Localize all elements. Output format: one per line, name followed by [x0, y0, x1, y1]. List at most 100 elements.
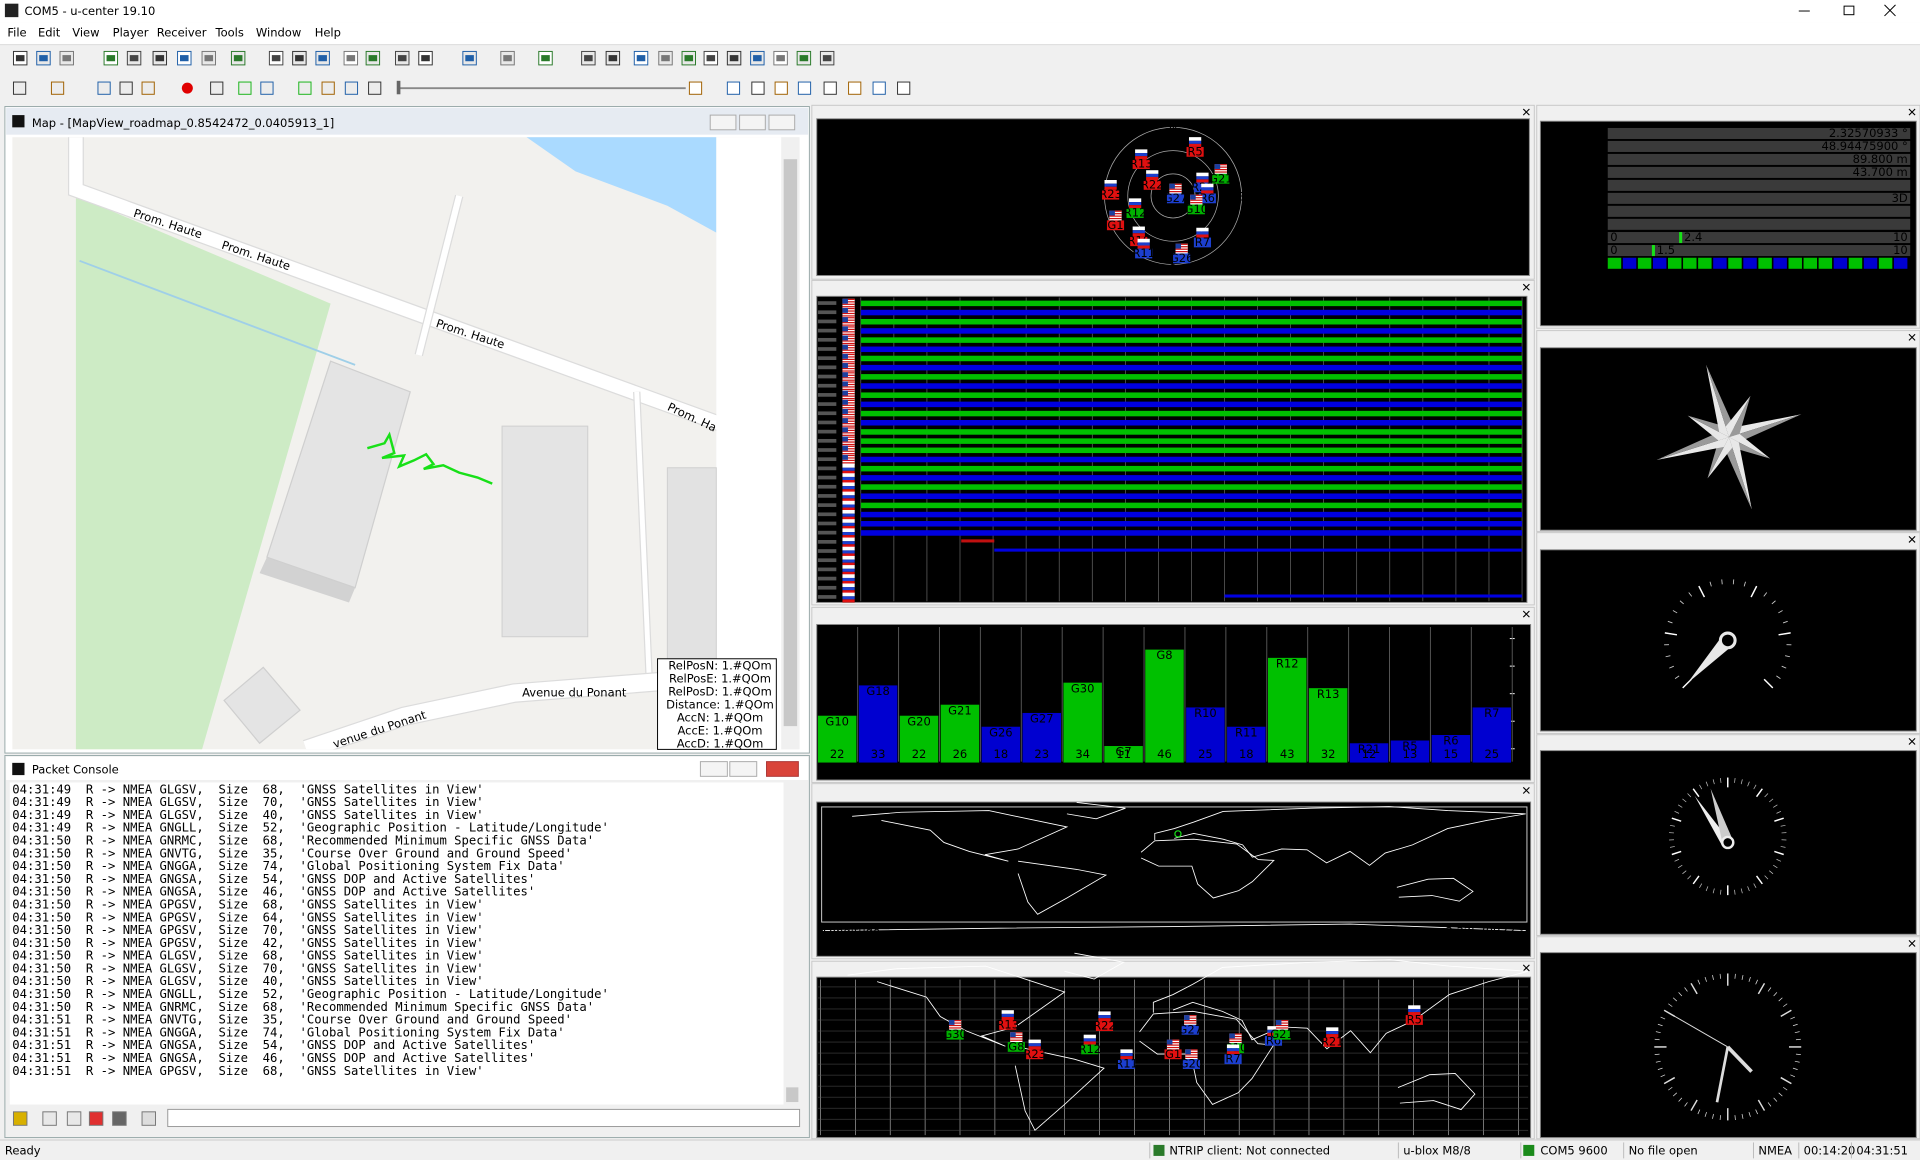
toolbar-button[interactable]: [97, 81, 111, 95]
console-button[interactable]: [88, 1111, 104, 1126]
clock-tick: [1795, 1038, 1801, 1041]
clock-tick: [1655, 1031, 1661, 1034]
menu-item[interactable]: Tools: [215, 26, 244, 40]
panel-close: [1522, 964, 1530, 972]
console-button[interactable]: [141, 1111, 156, 1126]
flag: [842, 467, 855, 471]
speed-scale-label: 50: [1648, 624, 1663, 638]
minor-tick: [1780, 824, 1786, 827]
window-control[interactable]: [709, 114, 737, 131]
direction-label: E: [1237, 190, 1244, 204]
flag: [1001, 1010, 1014, 1014]
rose-point: [1707, 437, 1729, 479]
rose-point: [1728, 414, 1802, 443]
maximize-button[interactable]: [1843, 5, 1855, 16]
toolbar-button[interactable]: [321, 81, 335, 95]
dop-marker: [1651, 245, 1655, 257]
scroll-thumb[interactable]: [783, 159, 798, 727]
toolbar-button[interactable]: [726, 81, 741, 95]
filter-input[interactable]: [167, 1108, 801, 1128]
value-label: 25: [1484, 747, 1499, 761]
bar: [981, 726, 1021, 763]
console-button[interactable]: [66, 1111, 82, 1126]
toolbar-button[interactable]: [210, 81, 224, 95]
toolbar-button[interactable]: [848, 81, 862, 95]
building: [266, 360, 411, 589]
flag: [842, 326, 855, 328]
toolbar-button[interactable]: [774, 81, 788, 95]
toolbar-button[interactable]: [238, 81, 252, 95]
flag: [1135, 153, 1148, 157]
toolbar-button[interactable]: [751, 81, 765, 95]
toolbar-button[interactable]: [344, 81, 359, 95]
toolbar-button[interactable]: [298, 81, 312, 95]
flag: [1326, 1027, 1339, 1032]
satellite-label: R5: [1407, 1013, 1422, 1027]
flag: [842, 445, 855, 447]
scrollbar[interactable]: [783, 782, 801, 1105]
history-label: [817, 530, 837, 535]
window-title: COM5 - u-center 19.10: [24, 4, 155, 18]
flag: [842, 390, 848, 396]
menu-item[interactable]: Window: [256, 26, 301, 40]
window-control[interactable]: [729, 761, 758, 777]
clock-tick: [1780, 1076, 1792, 1085]
toolbar-glyph: [465, 55, 474, 62]
toolbar-button[interactable]: [688, 81, 703, 95]
data-value: 48.94475900 °: [1822, 139, 1908, 153]
bar-name: G26: [989, 725, 1013, 739]
flag: [842, 480, 855, 484]
bar-name: G21: [948, 703, 972, 717]
window-control[interactable]: [739, 114, 766, 131]
window-control[interactable]: [699, 761, 728, 777]
satellite-badge: [1182, 1059, 1200, 1069]
toolbar-button[interactable]: [797, 81, 812, 95]
toolbar-button[interactable]: [12, 81, 27, 95]
toolbar-button[interactable]: [872, 81, 886, 95]
signal-chart: 10 20 30 40 50 dB G10 22 G10 G18 33 G18 G20 22 G20 G21 2…: [817, 626, 1529, 777]
value-label: 15: [1444, 747, 1459, 761]
satellite-cell: [1728, 257, 1742, 269]
toolbar-button[interactable]: [50, 81, 65, 95]
toolbar-button[interactable]: [368, 81, 382, 95]
flag: [842, 522, 855, 526]
menu-item[interactable]: View: [72, 26, 99, 40]
toolbar-button[interactable]: [897, 81, 911, 95]
major-tick: [1698, 585, 1706, 598]
flag: [1175, 251, 1188, 253]
console-line: 04:31:49 R -> NMEA GLGSV, Size 68, 'GNSS…: [12, 782, 483, 796]
toolbar-button[interactable]: [260, 81, 274, 95]
toolbar-button[interactable]: [141, 81, 155, 95]
direction-label: S: [1169, 258, 1176, 272]
window-control[interactable]: [768, 114, 796, 131]
flag: [842, 408, 848, 414]
menu-item[interactable]: Receiver: [157, 26, 207, 40]
satellite-label: R6: [1200, 191, 1215, 205]
menu-item[interactable]: Help: [315, 26, 341, 40]
coastline: [1064, 952, 1125, 980]
console-button[interactable]: [112, 1111, 127, 1126]
console-button[interactable]: [42, 1111, 57, 1126]
satellite-label: G21: [1270, 1027, 1294, 1041]
x-tick-label: R13: [1317, 763, 1340, 777]
record-button[interactable]: [181, 82, 193, 94]
speed-scale-label: 100: [1683, 570, 1705, 584]
toolbar-button[interactable]: [119, 81, 133, 95]
menu-item[interactable]: File: [7, 26, 26, 40]
menu-item[interactable]: Edit: [38, 26, 61, 40]
flag: [1128, 198, 1142, 203]
coastline: [1066, 802, 1126, 820]
major-tick: [1750, 585, 1758, 598]
major-tick: [1774, 850, 1784, 856]
console-close[interactable]: [766, 761, 799, 777]
console-button[interactable]: [12, 1111, 28, 1126]
minor-tick: [1667, 620, 1673, 624]
console-line: 04:31:50 R -> NMEA GPGSV, Size 70, 'GNSS…: [12, 923, 483, 937]
menu-item[interactable]: Player: [113, 26, 149, 40]
console-line: 04:31:49 R -> NMEA GNGLL, Size 52, 'Geog…: [12, 821, 609, 835]
flag: [948, 1022, 962, 1024]
major-tick: [1664, 632, 1678, 636]
toolbar-button[interactable]: [823, 81, 837, 95]
clock-day: Sunday: [1545, 1117, 1588, 1131]
history-label: [817, 466, 837, 471]
